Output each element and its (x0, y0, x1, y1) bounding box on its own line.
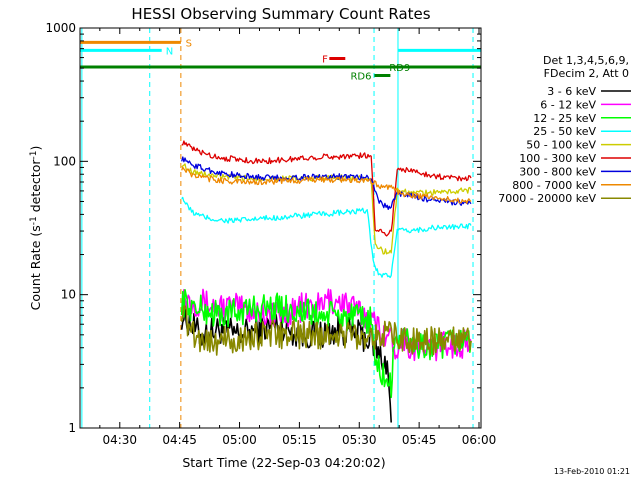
y-tick-label: 10 (61, 288, 76, 302)
series-line (180, 289, 472, 399)
legend-label: 50 - 100 keV (526, 139, 596, 152)
legend-label: 12 - 25 keV (533, 112, 596, 125)
mode-segment-label: RD9 (389, 63, 410, 74)
legend-label: 800 - 7000 keV (512, 179, 596, 192)
legend-label: 25 - 50 keV (533, 125, 596, 138)
legend-label: 3 - 6 keV (547, 85, 596, 98)
series-line (181, 196, 472, 279)
x-tick-label: 05:00 (222, 433, 257, 447)
mode-segment-label: S (186, 38, 192, 49)
axes-group: 04:30 04:45 05:00 05:15 05:30 05:45 06:00 1 10 10… (45, 21, 496, 447)
legend: Det 1,3,4,5,6,9, FDecim 2, Att 0 3 - 6 k… (498, 54, 631, 205)
y-tick-label: 100 (53, 154, 76, 168)
plot-frame (79, 27, 482, 429)
series-line (181, 156, 472, 211)
y-tick-label: 1000 (45, 21, 76, 35)
x-tick-label: 05:30 (342, 433, 377, 447)
y-tick-label: 1 (68, 421, 76, 435)
data-series-group (180, 140, 472, 423)
series-line (181, 166, 472, 205)
chart-title: HESSI Observing Summary Count Rates (131, 5, 430, 23)
x-tick-label: 04:30 (102, 433, 137, 447)
legend-label: 6 - 12 keV (540, 98, 596, 111)
x-tick-label: 05:15 (282, 433, 317, 447)
mode-segments: S N F RD6 RD9 (80, 38, 481, 83)
series-line (181, 140, 472, 237)
mode-segment-label: RD6 (350, 72, 371, 83)
legend-label: 100 - 300 keV (519, 152, 596, 165)
mode-segment-label: F (322, 55, 328, 66)
mode-segment-label: N (166, 46, 173, 57)
timestamp: 13-Feb-2010 01:21 (554, 467, 630, 476)
legend-label: 7000 - 20000 keV (498, 192, 596, 205)
legend-header-line: FDecim 2, Att 0 (544, 67, 629, 80)
x-axis-label: Start Time (22-Sep-03 04:20:02) (182, 455, 385, 470)
y-axis-label: Count Rate (s-1 detector-1) (28, 146, 43, 311)
legend-label: 300 - 800 keV (519, 165, 596, 178)
series-line (180, 305, 472, 356)
x-tick-label: 06:00 (462, 433, 497, 447)
x-tick-label: 04:45 (162, 433, 197, 447)
x-tick-label: 05:45 (402, 433, 437, 447)
legend-header-line: Det 1,3,4,5,6,9, (543, 54, 629, 67)
